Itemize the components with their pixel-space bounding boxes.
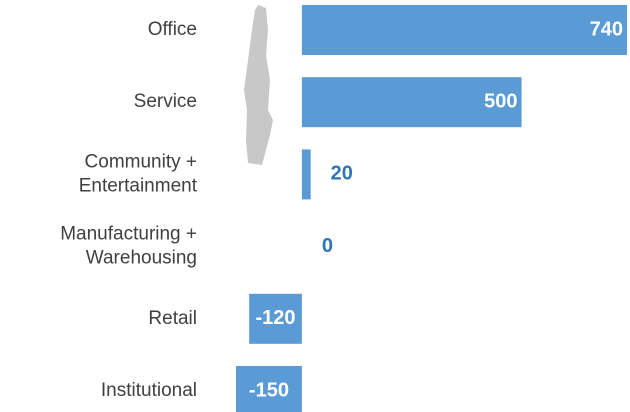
value-label: -150 — [249, 379, 289, 401]
value-label: -120 — [256, 307, 296, 329]
bar — [301, 5, 627, 55]
bar — [301, 149, 311, 200]
category-label: Institutional — [101, 380, 197, 401]
bar — [236, 366, 302, 412]
value-label: 500 — [484, 90, 517, 112]
category-label: Community + Entertainment — [79, 151, 198, 196]
value-label: 0 — [322, 235, 333, 257]
category-label: Office — [148, 19, 197, 40]
bar — [249, 293, 302, 344]
map-shape — [244, 5, 273, 165]
value-label: 20 — [331, 163, 353, 185]
category-label: Manufacturing + Warehousing — [60, 224, 197, 269]
value-label: 740 — [590, 18, 623, 40]
bar — [301, 77, 522, 128]
category-label: Service — [134, 91, 197, 112]
category-label: Retail — [148, 308, 197, 329]
